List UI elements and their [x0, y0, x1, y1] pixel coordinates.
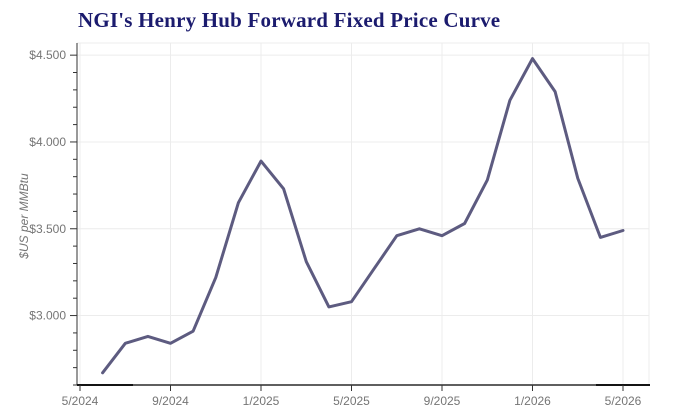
y-tick-label: $3.000	[29, 309, 66, 323]
x-tick-label: 9/2024	[152, 394, 189, 408]
price-curve-line	[101, 57, 625, 375]
x-tick-label: 5/2026	[605, 394, 642, 408]
y-tick-label: $4.000	[29, 135, 66, 149]
x-tick-label: 9/2025	[424, 394, 461, 408]
x-tick-label: 5/2025	[333, 394, 370, 408]
x-tick-label: 1/2026	[514, 394, 551, 408]
x-tick-label: 1/2025	[243, 394, 280, 408]
x-tick-label: 5/2024	[62, 394, 99, 408]
y-tick-label: $3.500	[29, 222, 66, 236]
y-tick-label: $4.500	[29, 48, 66, 62]
chart-title: NGI's Henry Hub Forward Fixed Price Curv…	[78, 8, 501, 32]
